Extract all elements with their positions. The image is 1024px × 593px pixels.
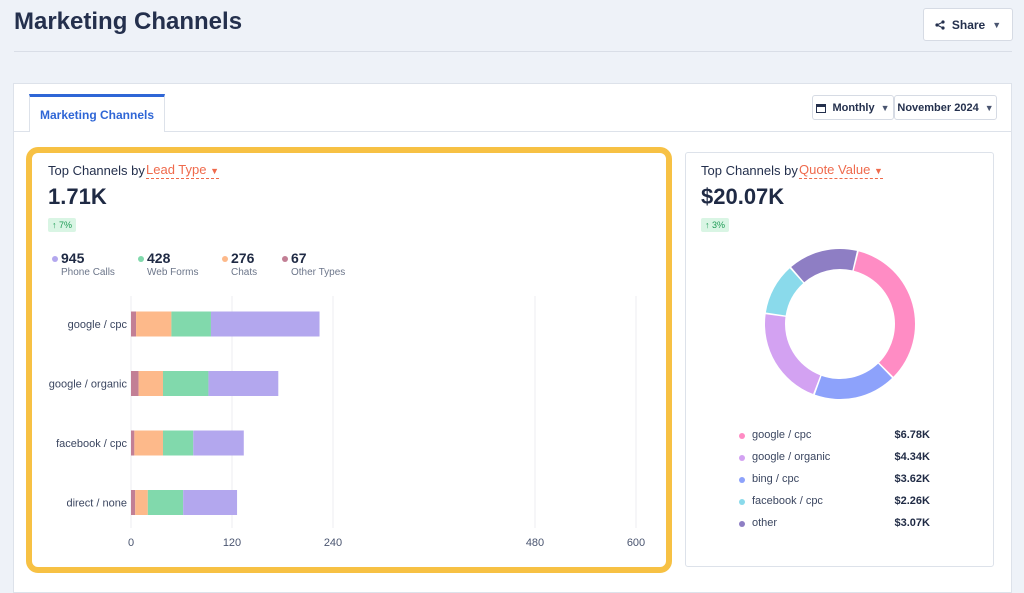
quote-panel-prefix: Top Channels by	[701, 163, 798, 178]
legend-item: other $3.07K	[739, 517, 939, 531]
donut-slice[interactable]	[853, 251, 915, 377]
granularity-value: Monthly	[832, 101, 875, 114]
legend-dot	[739, 521, 745, 527]
share-icon	[935, 19, 945, 30]
stat-value: 428	[147, 250, 171, 266]
donut-slice[interactable]	[814, 363, 893, 399]
bar-segment[interactable]	[136, 311, 172, 337]
legend-value: $3.07K	[894, 517, 930, 529]
bar-segment[interactable]	[162, 371, 209, 396]
donut-slice[interactable]	[791, 249, 857, 283]
tab-divider	[14, 131, 1011, 132]
lead-delta-badge: ↑ 7%	[48, 218, 77, 232]
legend-item: facebook / cpc $2.26K	[739, 495, 939, 509]
category-label: google / organic	[49, 379, 128, 391]
category-label: google / cpc	[68, 319, 128, 331]
tab-marketing-channels[interactable]: Marketing Channels	[29, 94, 165, 132]
donut-slice[interactable]	[765, 268, 804, 316]
legend-value: $2.26K	[894, 495, 930, 507]
legend-label: bing / cpc	[752, 473, 800, 485]
bar-segment[interactable]	[171, 311, 211, 337]
bar-segment[interactable]	[131, 311, 137, 337]
chevron-down-icon: ▼	[210, 166, 220, 176]
chats-dot	[222, 256, 228, 262]
month-value: November 2024	[897, 101, 979, 114]
stat-value: 276	[231, 250, 255, 266]
category-label: direct / none	[66, 498, 127, 510]
quote-delta-badge: ↑ 3%	[701, 218, 730, 232]
calendar-icon	[816, 103, 827, 113]
month-select[interactable]: November 2024 ▼	[894, 95, 997, 120]
legend-item: bing / cpc $3.62K	[739, 473, 939, 487]
stat-value: 945	[61, 250, 85, 266]
legend-value: $3.62K	[894, 473, 930, 485]
x-tick-label: 240	[324, 537, 342, 549]
chevron-down-icon: ▼	[873, 166, 883, 176]
legend-value: $4.34K	[894, 451, 930, 463]
legend-label: facebook / cpc	[752, 495, 823, 507]
phone-calls-dot	[52, 256, 58, 262]
bar-segment[interactable]	[131, 430, 135, 456]
page-title: Marketing Channels	[14, 8, 243, 35]
lead-panel-prefix: Top Channels by	[48, 163, 145, 178]
legend-label: google / organic	[752, 451, 831, 463]
header-divider	[14, 51, 1012, 52]
x-tick-label: 120	[223, 537, 241, 549]
legend-dot	[739, 455, 745, 461]
donut-slice[interactable]	[765, 314, 821, 395]
legend-label: google / cpc	[752, 429, 812, 441]
bar-segment[interactable]	[138, 371, 163, 396]
quote-value-panel	[685, 152, 994, 567]
lead-total: 1.71K	[48, 184, 107, 209]
stat-label: Chats	[231, 267, 258, 278]
bar-segment[interactable]	[193, 430, 244, 456]
share-button[interactable]: Share ▼	[923, 8, 1013, 41]
bar-segment[interactable]	[131, 371, 139, 396]
lead-type-dropdown[interactable]: Lead Type ▼	[146, 162, 220, 179]
lead-type-label: Lead Type	[146, 162, 207, 177]
chevron-down-icon: ▼	[880, 102, 890, 113]
stat-label: Other Types	[291, 267, 346, 278]
legend-label: other	[752, 517, 778, 529]
stat-label: Web Forms	[147, 267, 199, 278]
lead-type-bar-chart: 0 120 240 480 600 google / cpc google / organi…	[49, 296, 645, 549]
bar-segment[interactable]	[210, 311, 320, 337]
quote-total: $20.07K	[701, 184, 785, 209]
bar-segment[interactable]	[183, 490, 238, 515]
web-forms-dot	[138, 256, 144, 262]
legend-item: google / organic $4.34K	[739, 451, 939, 465]
bar-segment[interactable]	[208, 371, 279, 396]
chevron-down-icon: ▼	[992, 19, 1002, 30]
legend-value: $6.78K	[894, 429, 930, 441]
legend-dot	[739, 499, 745, 505]
other-types-dot	[282, 256, 288, 262]
legend-dot	[739, 433, 745, 439]
stat-value: 67	[291, 250, 307, 266]
x-tick-label: 480	[526, 537, 544, 549]
bar-segment[interactable]	[134, 430, 163, 456]
x-tick-label: 600	[627, 537, 645, 549]
quote-value-dropdown[interactable]: Quote Value ▼	[799, 162, 883, 179]
bar-segment[interactable]	[131, 490, 136, 515]
quote-value-donut-chart	[765, 249, 915, 399]
bar-segment[interactable]	[135, 490, 148, 515]
stat-label: Phone Calls	[61, 267, 115, 278]
bar-segment[interactable]	[162, 430, 194, 456]
quote-value-label: Quote Value	[799, 162, 871, 177]
bar-segment[interactable]	[147, 490, 184, 515]
legend-dot	[739, 477, 745, 483]
share-label: Share	[951, 17, 986, 32]
x-tick-label: 0	[128, 537, 134, 549]
granularity-select[interactable]: Monthly ▼	[812, 95, 894, 120]
category-label: facebook / cpc	[56, 438, 127, 450]
legend-item: google / cpc $6.78K	[739, 429, 939, 443]
chevron-down-icon: ▼	[984, 102, 994, 113]
